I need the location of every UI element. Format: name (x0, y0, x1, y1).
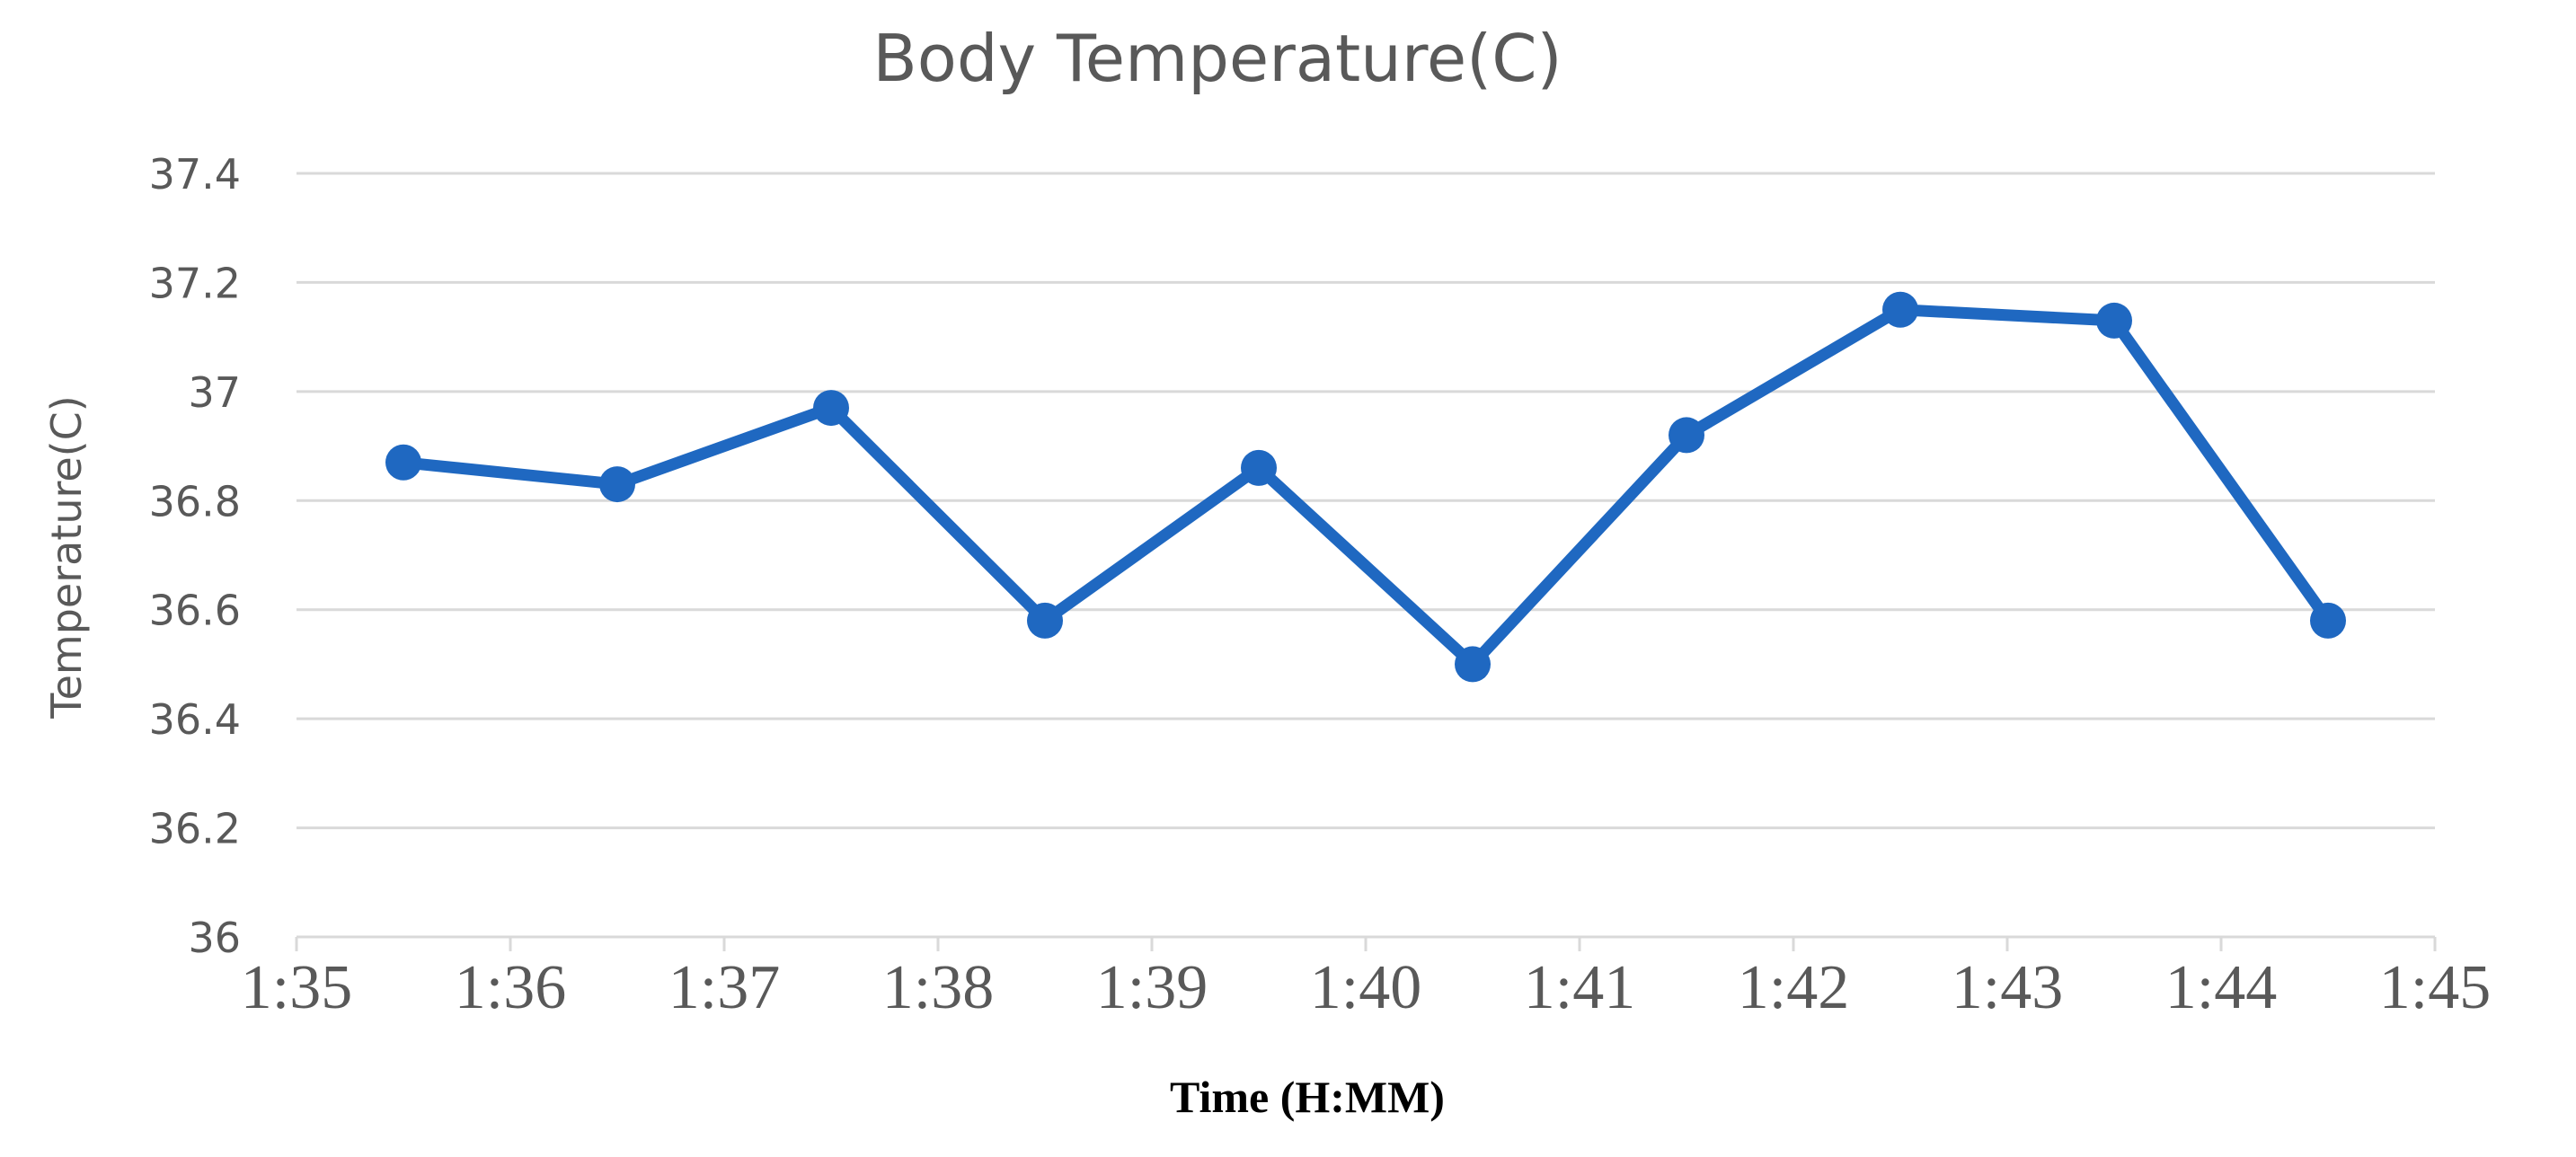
x-tick-label: 1:43 (1952, 953, 2063, 1022)
data-point (1241, 449, 1277, 486)
x-tick-label: 1:44 (2165, 953, 2277, 1022)
data-point (2096, 302, 2132, 339)
y-tick-label: 36.4 (149, 695, 241, 744)
y-axis-ticks: 36 36.2 36.4 36.6 36.8 37 37.2 37.4 (149, 150, 241, 962)
x-tick-label: 1:38 (882, 953, 994, 1022)
y-tick-label: 37 (188, 368, 241, 417)
x-tick-label: 1:36 (455, 953, 566, 1022)
y-tick-label: 36.6 (149, 587, 241, 635)
y-axis-label: Temperature(C) (42, 395, 91, 719)
x-tick-label: 1:42 (1738, 953, 1849, 1022)
x-tick-label: 1:40 (1310, 953, 1421, 1022)
x-tick-label: 1:45 (2379, 953, 2491, 1022)
gridlines (297, 172, 2435, 830)
data-point (813, 390, 849, 427)
x-tick-label: 1:35 (241, 953, 352, 1022)
data-point (599, 466, 635, 503)
temperature-series (385, 291, 2346, 683)
chart-title: Body Temperature(C) (872, 21, 1562, 96)
data-point (1882, 291, 1918, 328)
x-tick-label: 1:37 (668, 953, 780, 1022)
x-tick-label: 1:41 (1524, 953, 1635, 1022)
x-axis-label: Time (H:MM) (1170, 1072, 1445, 1122)
y-tick-label: 36.2 (149, 805, 241, 853)
x-tick-label: 1:39 (1096, 953, 1208, 1022)
x-axis (295, 935, 2437, 951)
x-axis-ticks: 1:35 1:36 1:37 1:38 1:39 1:40 1:41 1:42 1:43 1:44… (241, 953, 2491, 1022)
data-point (1027, 602, 1063, 639)
y-tick-label: 37.4 (149, 150, 241, 199)
data-point (1455, 646, 1491, 683)
y-tick-label: 37.2 (149, 259, 241, 307)
data-point (1669, 417, 1704, 454)
y-tick-label: 36 (188, 914, 241, 962)
series-line (397, 304, 2334, 670)
data-point (385, 444, 421, 481)
y-tick-label: 36.8 (149, 477, 241, 526)
data-point (2310, 602, 2346, 639)
